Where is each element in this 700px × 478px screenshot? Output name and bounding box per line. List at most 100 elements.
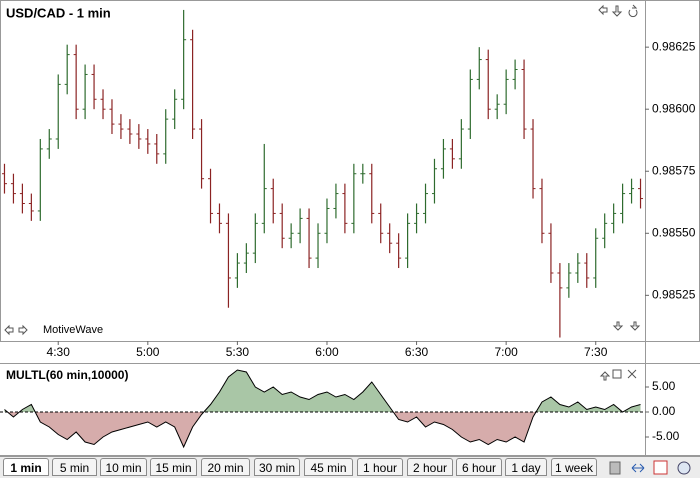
watermark: MotiveWave xyxy=(43,324,103,336)
ohlc-bar xyxy=(539,178,545,244)
toolbar-icon[interactable] xyxy=(677,461,691,475)
ohlc-bar xyxy=(28,193,34,221)
ohlc-bar xyxy=(261,143,267,234)
ohlc-bar xyxy=(37,138,43,221)
ohlc-bar xyxy=(243,243,249,273)
top-arrows[interactable] xyxy=(598,4,638,18)
ohlc-bar xyxy=(10,173,16,204)
ohlc-bar xyxy=(342,183,348,234)
ohlc-bar xyxy=(64,44,70,95)
panel-close[interactable] xyxy=(627,369,637,379)
ohlc-bar xyxy=(512,59,518,90)
timeframe-tab[interactable]: 10 min xyxy=(100,458,147,476)
ohlc-bar xyxy=(1,163,7,194)
panel-up[interactable] xyxy=(599,371,611,381)
ohlc-bar xyxy=(208,168,214,224)
ohlc-bar xyxy=(360,163,366,184)
ohlc-bar xyxy=(306,208,312,269)
panel-maximize[interactable] xyxy=(612,369,622,379)
ohlc-bar xyxy=(118,114,124,139)
ohlc-bar xyxy=(288,223,294,249)
ohlc-bar xyxy=(225,213,231,308)
toolbar-icon[interactable] xyxy=(653,460,668,475)
x-tick-label: 7:00 xyxy=(494,345,518,359)
x-tick-label: 5:30 xyxy=(226,345,250,359)
ohlc-bar xyxy=(181,9,187,110)
ohlc-bar xyxy=(252,213,258,264)
timeframe-tab[interactable]: 6 hour xyxy=(456,458,502,476)
ohlc-bar xyxy=(127,119,133,144)
toolbar-icon[interactable] xyxy=(609,461,621,475)
y-tick-label: 0.98525 xyxy=(652,288,696,302)
negative-area xyxy=(4,412,641,447)
ohlc-bar xyxy=(431,158,437,204)
ohlc-bar xyxy=(611,203,617,234)
ohlc-bar xyxy=(234,253,240,288)
timeframe-tab[interactable]: 1 min xyxy=(3,458,49,476)
timeframe-tab[interactable]: 1 hour xyxy=(357,458,403,476)
ohlc-bar xyxy=(602,213,608,249)
y-tick-label: 0.98575 xyxy=(652,163,696,177)
timeframe-tab[interactable]: 1 day xyxy=(505,458,547,476)
positive-area xyxy=(4,370,641,412)
ohlc-bar xyxy=(378,203,384,244)
indicator-line xyxy=(4,369,641,449)
ohlc-bar xyxy=(82,64,88,120)
ohlc-bar xyxy=(190,29,196,139)
ohlc-bar xyxy=(154,134,160,164)
timeframe-tabs: 1 min 5 min 10 min 15 min 20 min 30 min 45 min… xyxy=(0,456,700,478)
price-panel-border xyxy=(0,0,700,342)
timeframe-tab[interactable]: 15 min xyxy=(150,458,197,476)
ohlc-bar xyxy=(351,163,357,234)
ohlc-bar xyxy=(584,253,590,288)
y-tick-label: 5.00 xyxy=(652,379,676,393)
ohlc-bar xyxy=(73,44,79,120)
ohlc-bar xyxy=(566,263,572,298)
ohlc-bar xyxy=(575,253,581,283)
timeframe-tab[interactable]: 30 min xyxy=(254,458,300,476)
ohlc-bar xyxy=(494,94,500,120)
ohlc-bar xyxy=(423,183,429,224)
ohlc-bar xyxy=(638,178,644,209)
toolbar-icon[interactable] xyxy=(631,463,645,473)
ohlc-bar xyxy=(414,203,420,234)
ohlc-bar xyxy=(100,89,106,120)
zoom-arrows[interactable] xyxy=(612,321,641,331)
ohlc-bar xyxy=(333,183,339,219)
timeframe-tab[interactable]: 20 min xyxy=(201,458,250,476)
ohlc-bar xyxy=(530,119,536,199)
timeframe-tab[interactable]: 2 hour xyxy=(407,458,453,476)
chart-title: USD/CAD - 1 min xyxy=(6,5,111,20)
ohlc-bar xyxy=(396,233,402,269)
ohlc-bar xyxy=(458,119,464,169)
ohlc-bar xyxy=(270,178,276,224)
y-tick-label: 0.98600 xyxy=(652,101,696,115)
ohlc-bar xyxy=(315,223,321,269)
ohlc-bar xyxy=(387,223,393,254)
toolbar-icons xyxy=(609,460,691,475)
ohlc-bar xyxy=(369,163,375,224)
ohlc-bar xyxy=(629,178,635,204)
x-tick-label: 6:30 xyxy=(405,345,429,359)
y-tick-label: -5.00 xyxy=(652,429,680,443)
ohlc-bar xyxy=(449,138,455,169)
y-tick-label: 0.98625 xyxy=(652,39,696,53)
ohlc-bar xyxy=(440,138,446,179)
nav-arrows[interactable] xyxy=(4,4,641,381)
ohlc-bar xyxy=(199,119,205,189)
scroll-arrows[interactable] xyxy=(4,324,28,336)
timeframe-tab[interactable]: 5 min xyxy=(52,458,97,476)
timeframe-tab[interactable]: 45 min xyxy=(304,458,353,476)
x-tick-label: 7:30 xyxy=(584,345,608,359)
ohlc-bar xyxy=(521,59,527,139)
indicator-title: MULTL(60 min,10000) xyxy=(6,368,128,382)
timeframe-tab[interactable]: 1 week xyxy=(551,458,597,476)
ohlc-bar xyxy=(297,208,303,244)
ohlc-bar xyxy=(91,64,97,110)
ohlc-bar xyxy=(109,99,115,135)
ohlc-bar xyxy=(136,124,142,149)
x-tick-label: 5:00 xyxy=(136,345,160,359)
ohlc-bar xyxy=(279,203,285,249)
ohlc-bar xyxy=(467,69,473,139)
